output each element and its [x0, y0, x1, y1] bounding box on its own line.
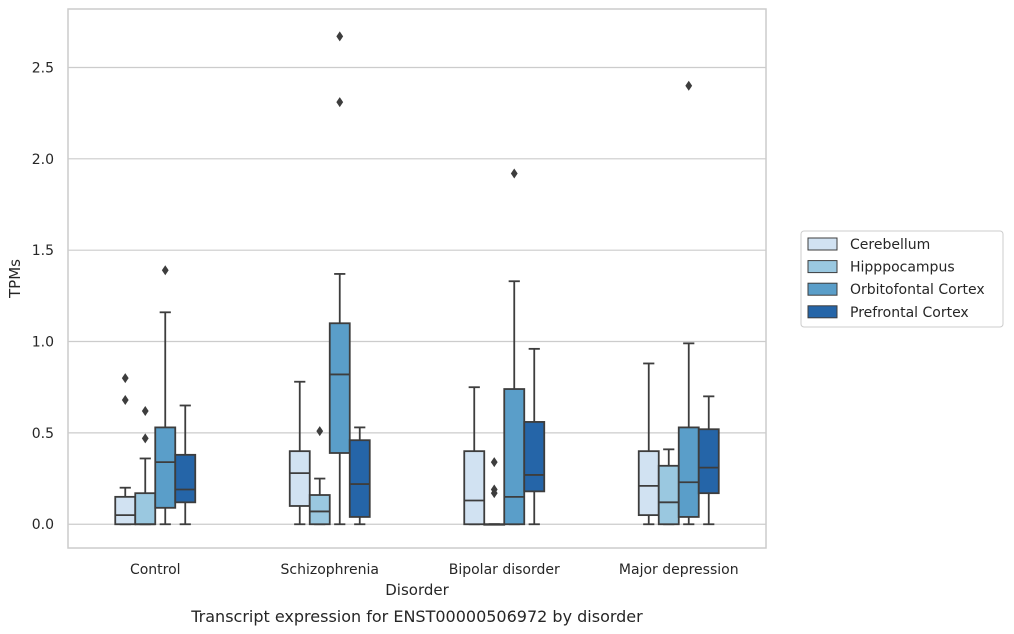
figure-caption: Transcript expression for ENST0000050697…	[190, 607, 643, 626]
outlier-point	[336, 97, 344, 108]
outlier-point	[490, 457, 498, 468]
x-axis-ticks: Control Schizophrenia Bipolar disorder Majo…	[130, 562, 739, 578]
box-group	[677, 80, 700, 526]
box-iqr	[697, 428, 720, 495]
legend-entry-label: Cerebellum	[850, 237, 930, 253]
box-group	[174, 404, 197, 526]
box-group	[483, 457, 506, 526]
box-iqr	[288, 450, 311, 507]
y-tick-label: 1.0	[32, 335, 54, 351]
box-group	[697, 395, 720, 526]
legend-entry-label: Prefrontal Cortex	[850, 305, 969, 321]
box-group	[503, 168, 526, 526]
box-group	[288, 380, 311, 526]
box-group	[308, 426, 331, 526]
x-tick-label: Major depression	[619, 562, 739, 578]
box-iqr	[657, 464, 680, 526]
outlier-point	[336, 31, 344, 42]
outlier-point	[316, 426, 324, 437]
y-tick-label: 2.0	[32, 152, 54, 168]
outlier-point	[141, 405, 149, 416]
plot-area-frame	[67, 8, 767, 549]
box-iqr	[134, 492, 157, 526]
y-tick-label: 0.0	[32, 517, 54, 533]
x-tick-label: Bipolar disorder	[449, 562, 560, 578]
legend-swatch	[807, 305, 838, 319]
box-iqr	[308, 494, 331, 526]
outlier-point	[685, 80, 693, 91]
legend-entry-label: Orbitofontal Cortex	[850, 282, 985, 298]
y-tick-label: 1.5	[32, 243, 54, 259]
legend-entry-label: Hipppocampus	[850, 260, 955, 276]
box-iqr	[154, 426, 177, 509]
box-iqr	[637, 450, 660, 517]
box-series	[114, 31, 720, 526]
outlier-point	[141, 433, 149, 444]
outlier-point	[161, 265, 169, 276]
x-tick-label: Schizophrenia	[281, 562, 379, 578]
box-iqr	[114, 495, 137, 526]
x-axis-label: Disorder	[385, 581, 449, 599]
box-group	[134, 405, 157, 526]
y-tick-label: 0.5	[32, 426, 54, 442]
outlier-point	[490, 484, 498, 495]
box-iqr	[348, 439, 371, 518]
outlier-point	[121, 395, 129, 406]
box-iqr	[328, 322, 351, 454]
x-tick-label: Control	[130, 562, 181, 578]
box-group	[154, 265, 177, 526]
box-iqr	[523, 421, 546, 493]
box-group	[114, 373, 137, 526]
outlier-point	[121, 373, 129, 384]
legend-swatch	[807, 260, 838, 274]
box-iqr	[174, 453, 197, 504]
box-iqr	[503, 388, 526, 526]
outlier-point	[510, 168, 518, 179]
box-group	[463, 386, 486, 526]
legend-swatch	[807, 237, 838, 251]
legend: Cerebellum Hipppocampus Orbitofontal Corte…	[800, 230, 1004, 328]
box-group	[348, 426, 371, 526]
y-tick-label: 2.5	[32, 60, 54, 76]
y-axis-label: TPMs	[6, 259, 24, 299]
box-group	[523, 347, 546, 526]
legend-frame	[800, 230, 1004, 328]
box-iqr	[677, 426, 700, 518]
legend-swatch	[807, 282, 838, 296]
box-group	[637, 362, 660, 526]
y-axis-ticks: 0.0 0.5 1.0 1.5 2.0 2.5	[32, 60, 54, 533]
box-iqr	[463, 450, 486, 526]
box-group	[657, 448, 680, 526]
box-group	[328, 31, 351, 526]
